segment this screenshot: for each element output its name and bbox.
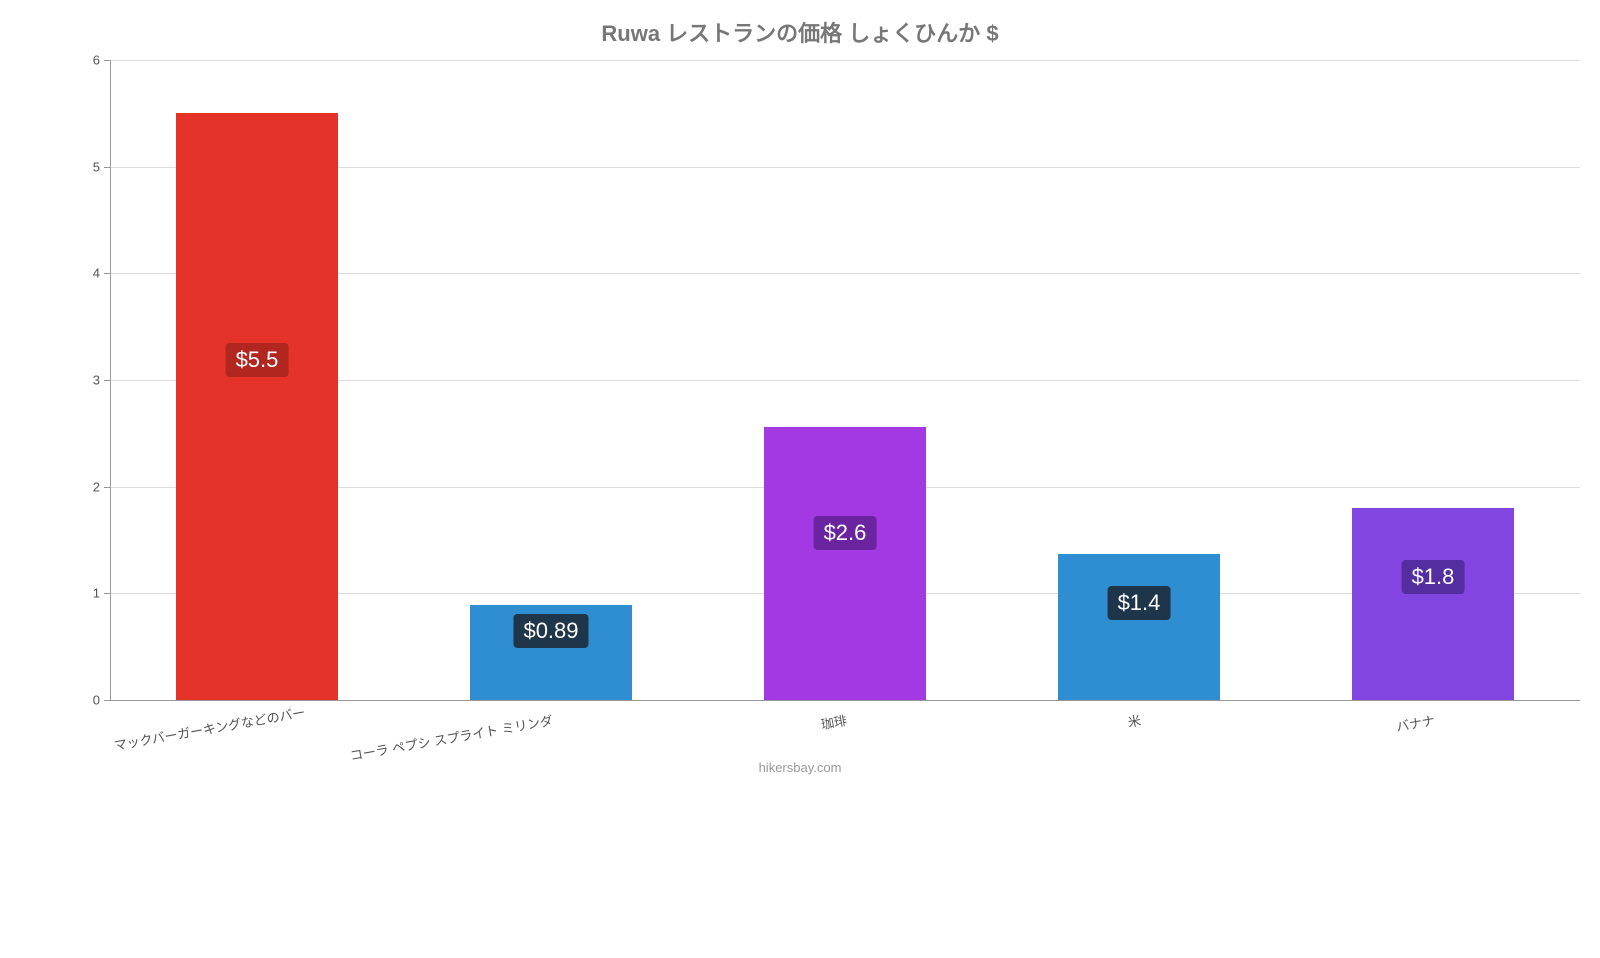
bar: $2.6	[764, 427, 926, 700]
ytick-label: 2	[93, 479, 100, 494]
ytick-label: 5	[93, 159, 100, 174]
value-badge: $2.6	[814, 516, 877, 550]
bar: $1.8	[1352, 508, 1514, 700]
plot-area: 0123456$5.5マックバーガーキングなどのバー$0.89コーラ ペプシ ス…	[110, 60, 1580, 700]
y-axis	[110, 60, 111, 700]
value-badge: $1.8	[1402, 560, 1465, 594]
x-category-label: マックバーガーキングなどのバー	[112, 710, 260, 754]
gridline	[110, 60, 1580, 61]
x-axis	[110, 700, 1580, 701]
x-category-label: 米	[126, 710, 1143, 907]
chart-title: Ruwa レストランの価格 しょくひんか $	[0, 16, 1600, 48]
ytick-label: 1	[93, 586, 100, 601]
price-bar-chart: Ruwa レストランの価格 しょくひんか $ 0123456$5.5マックバーガ…	[0, 0, 1600, 800]
bar: $1.4	[1058, 554, 1220, 700]
ytick-label: 6	[93, 53, 100, 68]
value-badge: $5.5	[226, 343, 289, 377]
ytick-label: 3	[93, 373, 100, 388]
bar: $0.89	[470, 605, 632, 700]
ytick-label: 0	[93, 693, 100, 708]
x-category-label: バナナ	[130, 710, 1436, 958]
value-badge: $0.89	[513, 614, 588, 648]
attribution-text: hikersbay.com	[0, 760, 1600, 775]
bar: $5.5	[176, 113, 338, 700]
value-badge: $1.4	[1108, 586, 1171, 620]
ytick-label: 4	[93, 266, 100, 281]
